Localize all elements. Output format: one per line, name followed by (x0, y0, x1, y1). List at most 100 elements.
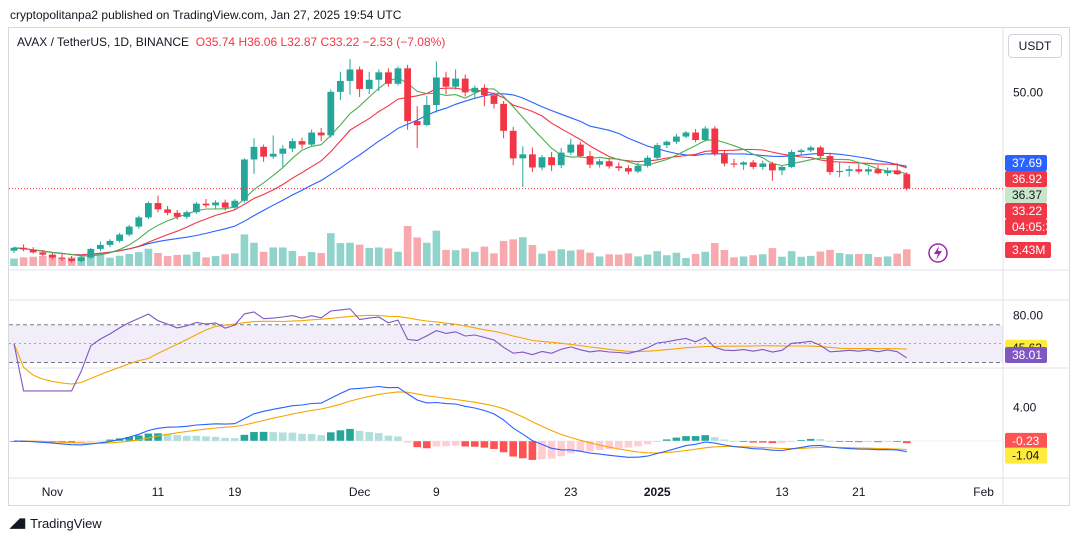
time-tick-label: 21 (852, 485, 866, 499)
macd-histogram-bar (653, 441, 661, 442)
candle-body (413, 121, 421, 126)
macd-histogram-bar (663, 439, 671, 441)
ma-blue-line (13, 93, 907, 256)
macd-histogram-bar (355, 430, 364, 441)
volume-bar (807, 255, 815, 266)
volume-bar (835, 253, 844, 266)
macd-histogram-bar (845, 441, 853, 442)
candle-body (308, 132, 315, 145)
candle-body (20, 247, 27, 250)
macd-histogram-bar (471, 441, 479, 447)
candle-body (87, 248, 95, 258)
macd-histogram-bar (759, 441, 767, 443)
volume-bar (634, 256, 642, 266)
price-label-box (1005, 170, 1047, 187)
time-tick-label: 9 (433, 485, 440, 499)
volume-bar (461, 248, 469, 266)
macd-line (13, 385, 907, 458)
volume-bar (586, 252, 594, 266)
footer-brand[interactable]: ◢▮ TradingView (10, 515, 102, 531)
volume-bar (87, 253, 95, 266)
macd-histogram-bar (528, 441, 537, 460)
macd-histogram-bar (183, 435, 191, 441)
volume-bar (10, 258, 18, 266)
candle-body (145, 203, 152, 218)
macd-histogram-bar (797, 440, 805, 442)
volume-bar (855, 253, 863, 266)
volume-bar (288, 250, 297, 266)
volume-bar (269, 247, 277, 266)
volume-bar (490, 253, 498, 266)
volume-bar (701, 251, 709, 266)
candle-body (29, 249, 37, 253)
volume-bar (365, 248, 373, 266)
price-label-text: 33.22 (1012, 204, 1042, 218)
candle-body (193, 203, 200, 213)
price-label-text: 04:05:30 (1012, 220, 1059, 234)
volume-bar (547, 250, 556, 266)
volume-bar (96, 253, 105, 266)
candle-body (577, 144, 584, 157)
volume-bar (173, 254, 181, 266)
macd-histogram-bar (192, 435, 201, 441)
volume-bar (394, 251, 402, 266)
candle-body (884, 170, 891, 174)
macd-label-text: -0.23 (1012, 434, 1040, 448)
macd-histogram-bar (547, 441, 556, 459)
macd-histogram-bar (787, 441, 796, 442)
volume-bar (163, 256, 172, 266)
candle-body (49, 254, 56, 258)
candle-body (202, 203, 210, 206)
volume-bar (864, 254, 873, 266)
macd-histogram-bar (490, 441, 498, 449)
volume-bar (423, 242, 431, 266)
macd-histogram-bar (576, 441, 585, 452)
macd-histogram-bar (480, 441, 489, 448)
volume-bar (826, 249, 834, 266)
candle-body (615, 166, 623, 169)
candle-body (807, 147, 815, 151)
macd-histogram-bar (855, 441, 863, 443)
volume-bar (58, 258, 66, 266)
volume-bar (451, 250, 460, 266)
time-tick-label: 19 (228, 485, 242, 499)
candle-body (241, 159, 248, 201)
candle-body (423, 105, 431, 126)
volume-label-text: 3.43M (1012, 243, 1045, 257)
macd-histogram-bar (336, 430, 345, 441)
volume-bar (355, 244, 364, 266)
candle-body (817, 147, 824, 157)
candle-body (337, 80, 344, 92)
volume-bar (19, 257, 28, 266)
volume-bar (125, 253, 133, 266)
volume-bar (903, 249, 911, 266)
candle-body (673, 136, 680, 142)
volume-bar (538, 253, 546, 266)
candle-body (356, 69, 363, 89)
lightning-icon (928, 243, 948, 263)
rsi-label-text: 38.01 (1012, 348, 1042, 362)
high-value: H36.06 (238, 35, 278, 49)
macd-histogram-bar (67, 441, 76, 444)
change-value: −2.53 (−7.08%) (362, 35, 446, 49)
volume-bar (471, 251, 479, 266)
volume-bar (615, 254, 623, 266)
volume-bar (682, 257, 690, 266)
macd-histogram-bar (634, 441, 642, 447)
macd-histogram-bar (682, 436, 690, 441)
macd-histogram-bar (615, 441, 623, 449)
macd-tick-label: 4.00 (1013, 401, 1037, 415)
volume-bar (29, 256, 37, 266)
volume-bar (739, 256, 748, 266)
volume-bar (816, 251, 825, 266)
currency-button[interactable]: USDT (1008, 34, 1062, 58)
candle-body (529, 154, 536, 168)
lightning-icon-bolt (934, 246, 942, 260)
volume-bar (279, 247, 287, 266)
candle-body (903, 174, 911, 189)
candle-body (500, 103, 507, 131)
volume-bar (672, 252, 681, 266)
volume-bar (480, 246, 489, 266)
symbol-title[interactable]: AVAX / TetherUS, 1D, BINANCE (17, 35, 190, 49)
